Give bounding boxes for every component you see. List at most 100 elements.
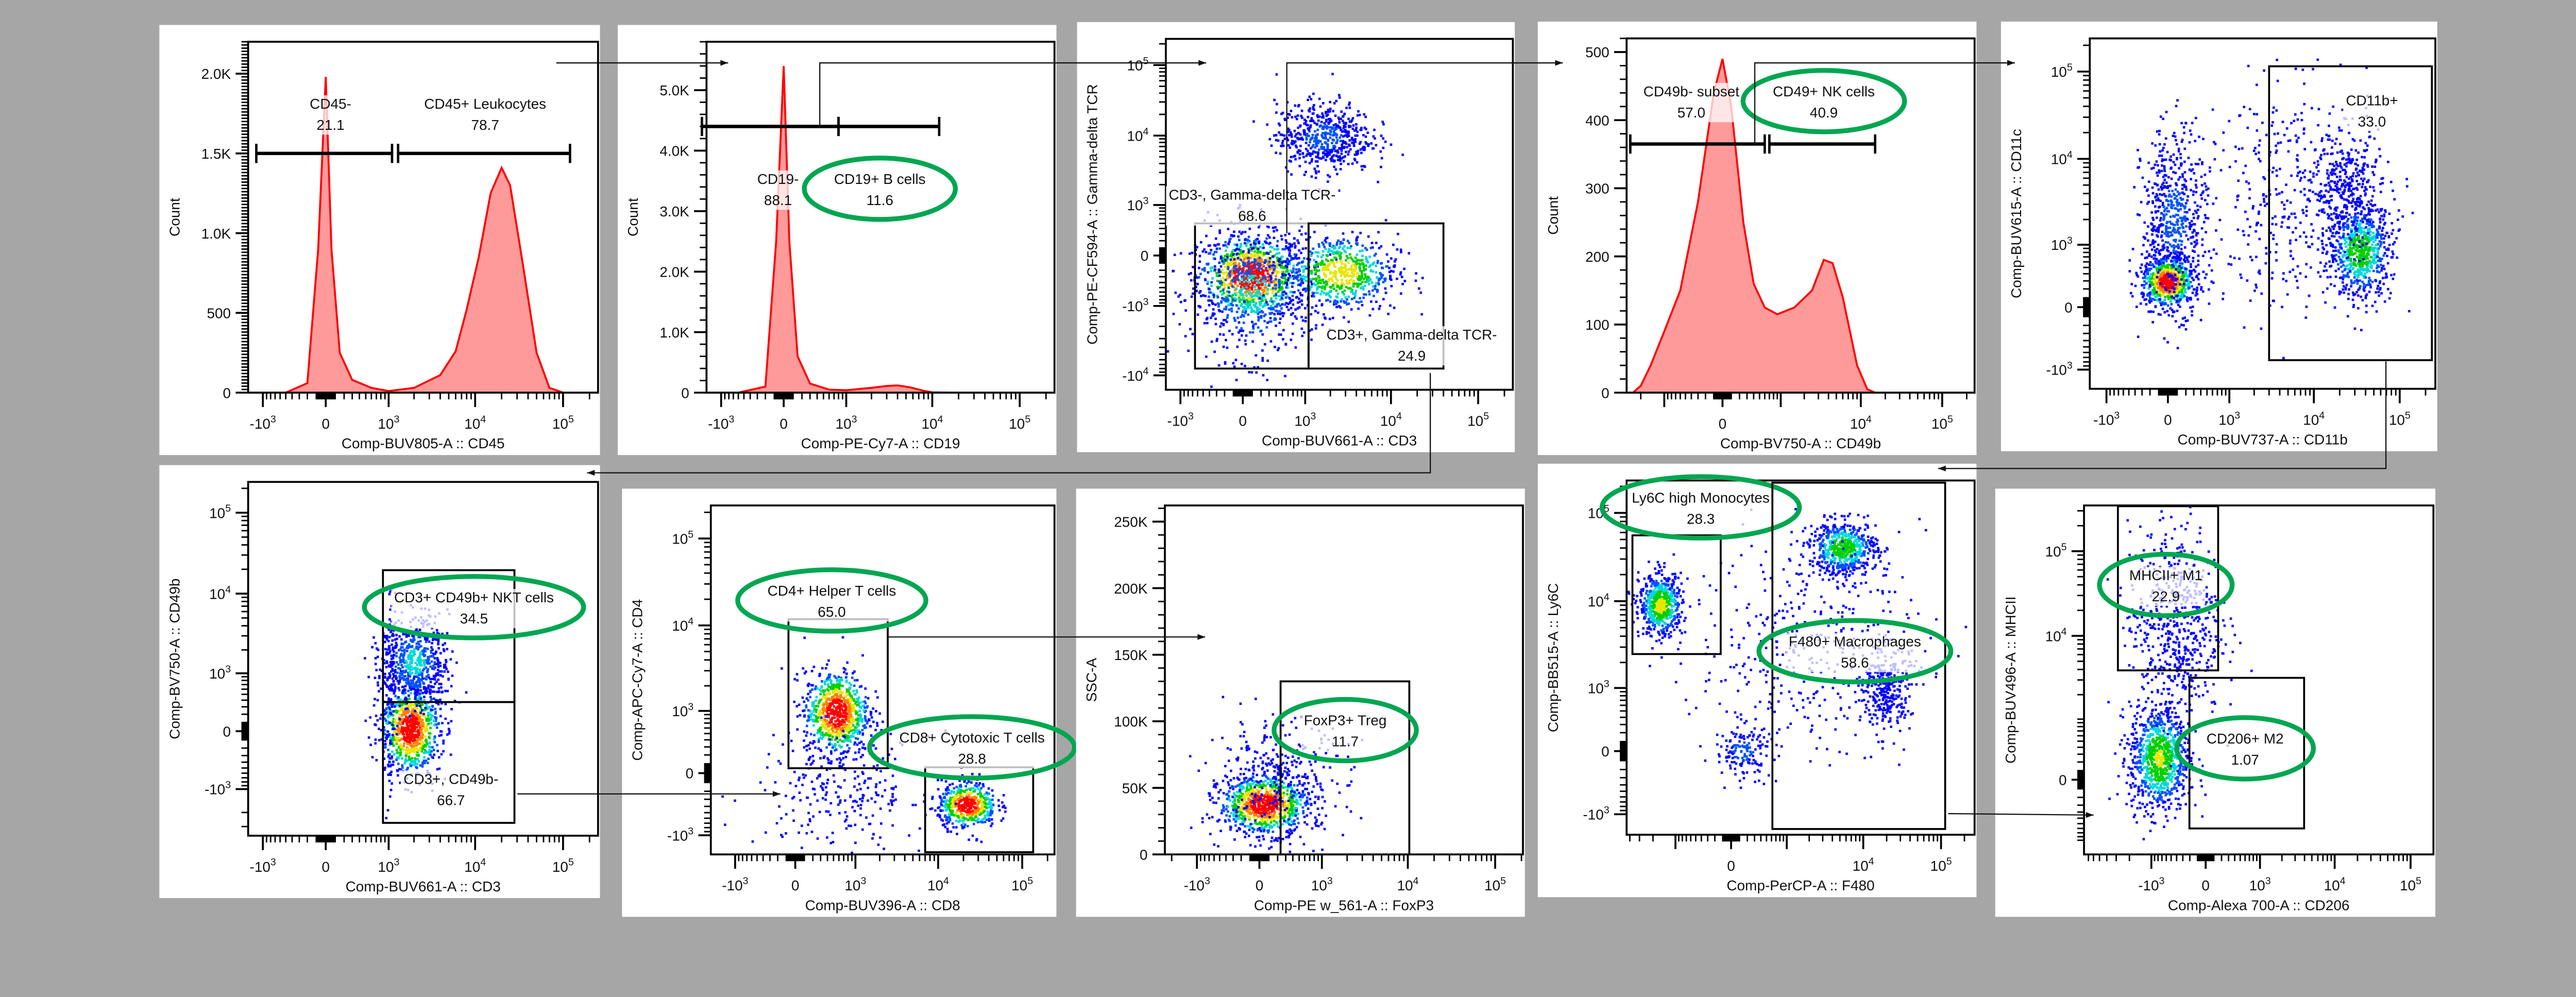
event-point xyxy=(1313,259,1315,262)
event-point xyxy=(1240,290,1243,293)
event-point xyxy=(1309,126,1312,128)
event-point xyxy=(1300,278,1302,281)
event-point xyxy=(1273,313,1276,315)
event-point xyxy=(2158,130,2161,132)
event-point xyxy=(2179,254,2181,256)
event-point xyxy=(1236,276,1239,279)
event-point xyxy=(1344,129,1347,131)
event-point xyxy=(2346,220,2349,223)
event-point xyxy=(2198,283,2200,286)
event-point xyxy=(2378,211,2380,213)
event-point xyxy=(1219,290,1222,293)
event-point xyxy=(2151,200,2154,203)
event-point xyxy=(1376,277,1379,279)
event-point xyxy=(1333,288,1335,290)
event-point xyxy=(1267,279,1269,282)
event-point xyxy=(1349,288,1352,290)
event-point xyxy=(2176,195,2178,197)
event-point xyxy=(2142,296,2144,298)
event-point xyxy=(1292,312,1294,315)
event-point xyxy=(2384,300,2386,303)
event-point xyxy=(1294,115,1297,118)
event-point xyxy=(2181,188,2184,190)
event-point xyxy=(1232,254,1235,256)
event-point xyxy=(2187,195,2189,198)
event-point xyxy=(1316,129,1319,131)
event-point xyxy=(1263,253,1266,256)
event-point xyxy=(1239,301,1241,303)
event-point xyxy=(1309,110,1311,113)
event-point xyxy=(1244,340,1247,342)
event-point xyxy=(1320,121,1323,123)
event-point xyxy=(1285,239,1287,242)
event-point xyxy=(1355,127,1358,129)
event-point xyxy=(1380,245,1382,248)
event-point xyxy=(2155,211,2157,214)
event-point xyxy=(1249,302,1251,305)
event-point xyxy=(1254,304,1257,307)
event-point xyxy=(2185,328,2188,331)
event-point xyxy=(2150,167,2153,170)
event-point xyxy=(2179,157,2182,159)
event-point xyxy=(1304,290,1307,293)
event-point xyxy=(2152,273,2155,275)
event-point xyxy=(1233,365,1236,368)
event-point xyxy=(1197,305,1200,308)
event-point xyxy=(2397,218,2399,221)
event-point xyxy=(1321,143,1324,146)
event-point xyxy=(1290,339,1293,341)
event-point xyxy=(1329,118,1332,121)
event-point xyxy=(2189,141,2191,144)
event-point xyxy=(1278,261,1281,263)
event-point xyxy=(1240,327,1243,330)
gating-plot-1: -103 0 103 104 10505001.0K1.5K2.0KComp-BUV80… xyxy=(159,25,600,455)
event-point xyxy=(1294,105,1297,107)
event-point xyxy=(1261,264,1264,266)
event-point xyxy=(1218,309,1221,312)
y-tick-label: 0 xyxy=(681,385,689,401)
event-point xyxy=(2391,250,2394,253)
event-point xyxy=(1377,262,1379,264)
event-point xyxy=(1323,151,1325,154)
event-point xyxy=(1262,244,1264,246)
event-point xyxy=(1291,245,1293,248)
event-point xyxy=(1300,233,1303,236)
event-point xyxy=(2147,311,2150,313)
event-point xyxy=(2142,177,2144,179)
event-point xyxy=(1310,285,1313,288)
event-point xyxy=(1232,304,1234,307)
event-point xyxy=(2155,278,2157,280)
event-point xyxy=(1226,256,1229,259)
event-point xyxy=(2130,292,2132,295)
event-point xyxy=(1312,134,1314,137)
event-point xyxy=(2192,213,2195,215)
event-point xyxy=(1321,324,1324,326)
event-point xyxy=(1362,286,1364,289)
event-point xyxy=(1312,292,1314,294)
event-point xyxy=(1254,275,1257,277)
event-point xyxy=(1296,137,1299,140)
event-point xyxy=(2181,293,2183,296)
event-point xyxy=(1320,290,1323,293)
event-point xyxy=(1261,349,1264,352)
event-point xyxy=(2357,307,2360,310)
event-point xyxy=(1227,314,1229,317)
event-point xyxy=(2173,247,2176,249)
event-point xyxy=(1364,141,1367,144)
event-point xyxy=(1292,323,1294,325)
event-point xyxy=(1191,295,1193,298)
event-point xyxy=(1238,267,1240,270)
event-point xyxy=(2200,286,2203,289)
event-point xyxy=(1281,287,1284,290)
event-point xyxy=(1221,293,1224,296)
event-point xyxy=(2155,260,2157,263)
event-point xyxy=(2177,347,2179,349)
event-point xyxy=(1248,251,1250,254)
event-point xyxy=(1257,274,1260,277)
event-point xyxy=(2180,324,2183,326)
event-point xyxy=(2166,151,2169,154)
event-point xyxy=(1285,265,1287,267)
event-point xyxy=(2186,259,2189,261)
event-point xyxy=(2350,258,2352,260)
